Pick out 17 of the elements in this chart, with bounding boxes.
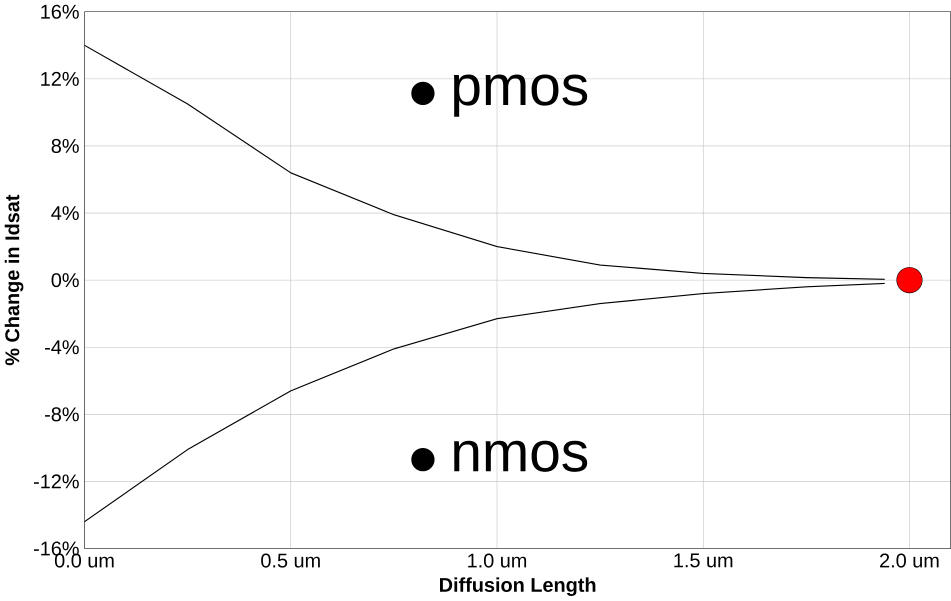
x-tick-label: 2.0 um bbox=[880, 554, 939, 568]
legend-label: pmos bbox=[454, 74, 588, 117]
x-tick-label: 1.0 um bbox=[468, 554, 526, 568]
y-tick-label: -16% bbox=[34, 542, 79, 556]
y-tick-label: -12% bbox=[34, 474, 79, 489]
y-tick-label: -4% bbox=[45, 340, 79, 354]
y-tick-label: 0% bbox=[52, 273, 79, 288]
x-tick-label: 0.5 um bbox=[261, 554, 320, 568]
y-tick-label: 16% bbox=[41, 4, 79, 19]
y-tick-label: 12% bbox=[41, 72, 79, 86]
legend-label: nmos bbox=[454, 440, 588, 472]
x-axis-title: Diffusion Length bbox=[440, 577, 596, 596]
y-tick-label: 4% bbox=[51, 206, 79, 220]
x-tick-label: 1.5 um bbox=[674, 554, 732, 568]
y-tick-label: 8% bbox=[52, 139, 79, 154]
y-axis-title: % Change in Idsat bbox=[4, 194, 24, 366]
y-tick-label: -8% bbox=[45, 407, 79, 422]
